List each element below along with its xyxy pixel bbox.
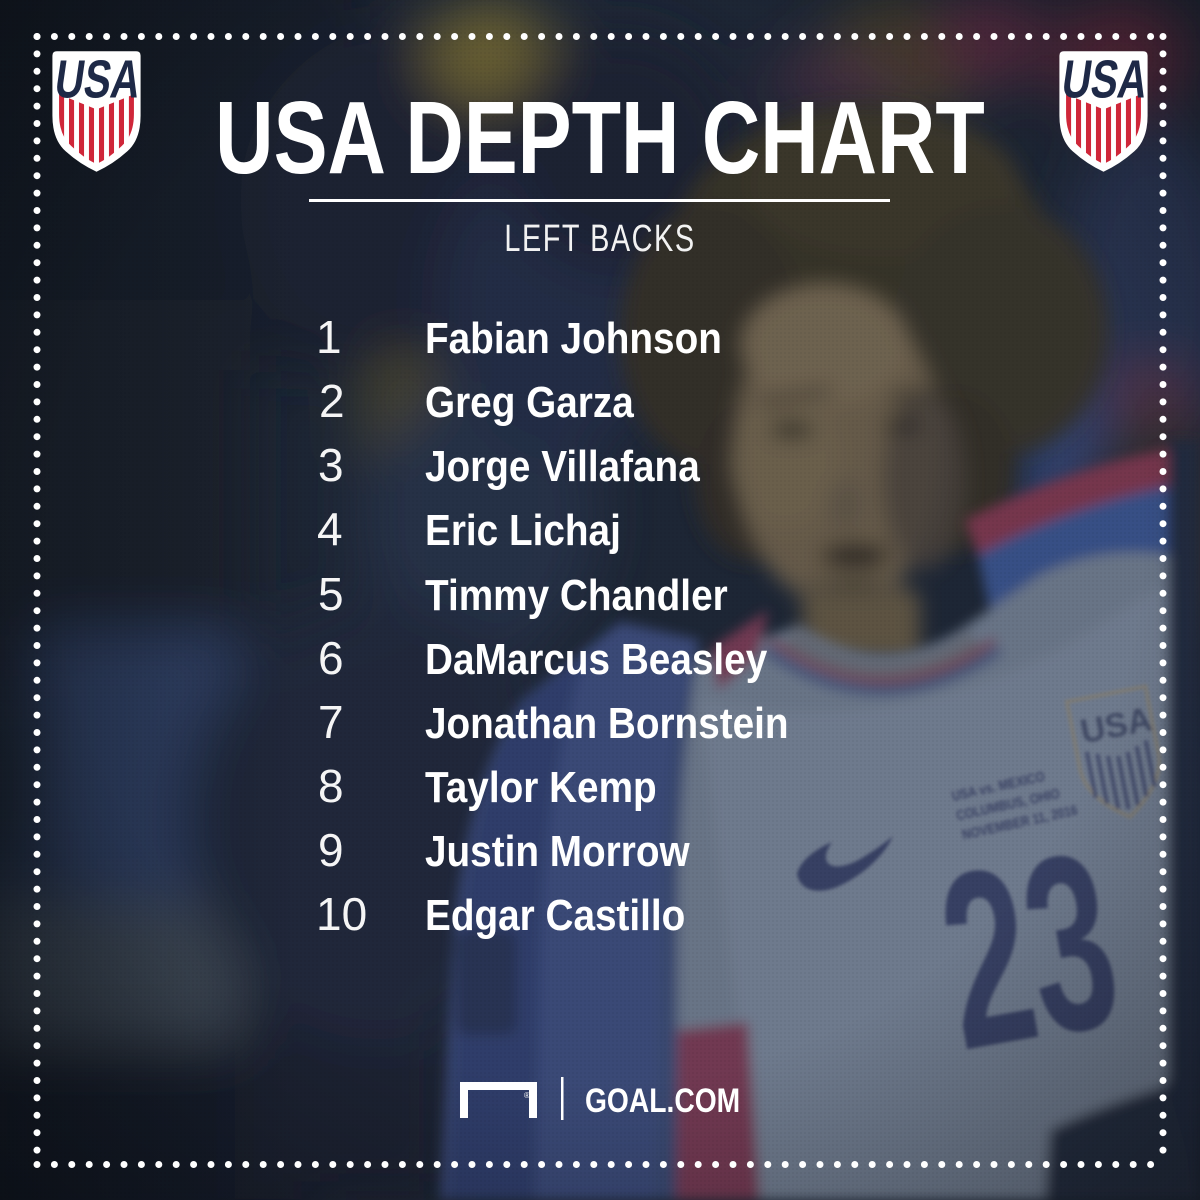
svg-text:USA: USA (1058, 50, 1152, 110)
svg-text:®: ® (524, 1091, 530, 1100)
svg-text:GOAL.COM: GOAL.COM (585, 1082, 740, 1120)
svg-text:USA: USA (51, 50, 145, 110)
